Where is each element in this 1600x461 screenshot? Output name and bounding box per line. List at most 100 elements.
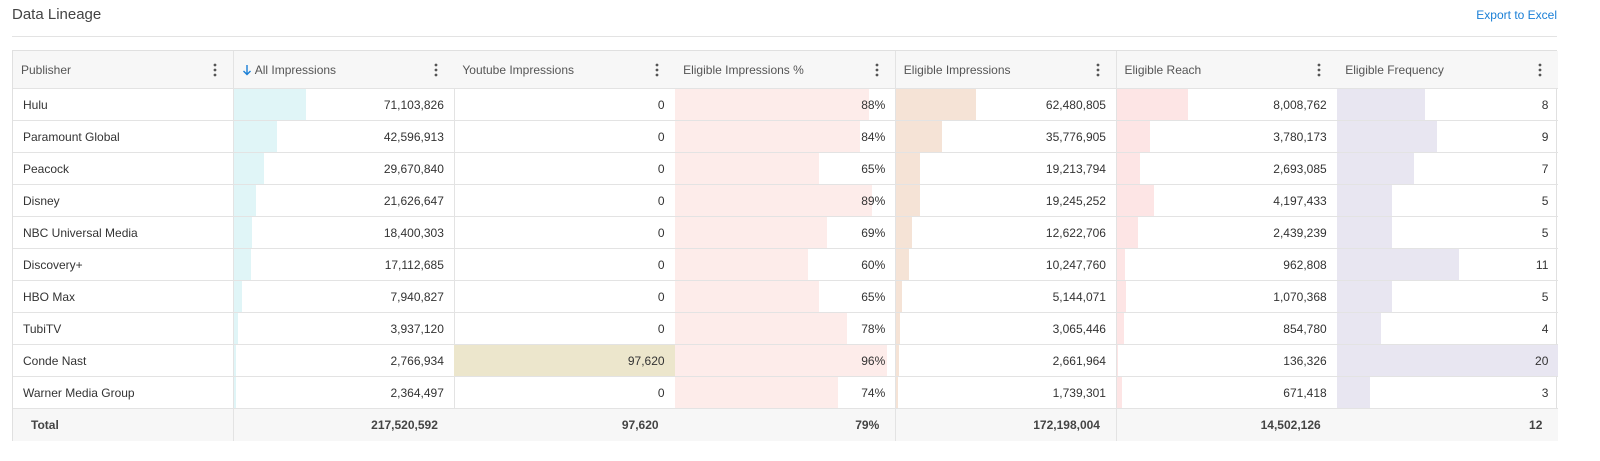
data-bar [675,281,819,312]
cell-text: 8 [1541,97,1549,112]
data-bar [233,89,306,120]
data-cell: 0 [454,185,676,217]
data-cell: 854,780 [1116,313,1338,345]
cell-text: 5,144,071 [1052,289,1106,304]
data-cell: 671,418 [1116,377,1338,409]
cell-text: 3,780,173 [1273,129,1327,144]
cell-text: Paramount Global [23,129,120,144]
cell-text: 62,480,805 [1045,97,1106,112]
cell-text: 74% [861,385,886,400]
cell-text: Disney [23,193,60,208]
data-bar [675,313,848,344]
cell-text: 88% [861,97,886,112]
column-menu[interactable] [1538,63,1542,77]
data-bar [895,281,903,312]
sort-icon[interactable] [242,64,252,76]
data-cell: 2,693,085 [1116,153,1338,185]
cell-text: 71,103,826 [383,97,444,112]
data-bar [675,89,870,120]
row-label: HBO Max [13,281,235,313]
data-bar [895,249,909,280]
column-header[interactable]: Youtube Impressions [454,51,676,89]
data-bar [1116,281,1127,312]
cell-text: 5 [1541,193,1549,208]
row-label: Paramount Global [13,121,235,153]
column-header[interactable]: Publisher [13,51,235,89]
data-bar [233,345,237,376]
column-label: Eligible Impressions [903,62,1011,77]
data-cell: 0 [454,377,676,409]
cell-text: 962,808 [1283,257,1327,272]
data-cell: 4 [1337,313,1559,345]
cell-text: 0 [657,161,665,176]
data-cell: 1,070,368 [1116,281,1338,313]
cell-text: 11 [1535,257,1549,272]
data-bar [675,217,828,248]
data-cell: 19,213,794 [895,153,1117,185]
cell-text: 2,439,239 [1273,225,1327,240]
cell-text: 3 [1541,385,1549,400]
column-label: Youtube Impressions [462,62,575,77]
data-bar [675,153,819,184]
data-bar [233,185,256,216]
cell-text: 65% [861,289,886,304]
data-cell: 71,103,826 [233,89,455,121]
data-cell: 8 [1337,89,1559,121]
data-bar [1116,89,1188,120]
row-label: TubiTV [13,313,235,345]
column-label: Eligible Reach [1124,62,1202,77]
cell-text: 5 [1541,225,1549,240]
data-bar [1116,377,1123,408]
column-header[interactable]: Eligible Impressions [895,51,1117,89]
cell-text: 2,364,497 [390,385,444,400]
data-cell: 0 [454,89,676,121]
column-menu[interactable] [655,63,659,77]
column-header[interactable]: All Impressions [233,51,455,89]
data-bar [233,281,242,312]
cell-text: 8,008,762 [1273,97,1327,112]
cell-text: 60% [861,257,886,272]
cell-text: 0 [657,129,665,144]
total-cell: 217,520,592 [233,409,455,441]
cell-text: 19,245,252 [1045,193,1106,208]
cell-text: 1,739,301 [1052,385,1106,400]
column-menu[interactable] [1317,63,1321,77]
column-menu[interactable] [213,63,217,77]
data-bar [1116,121,1151,152]
data-bar [895,89,976,120]
data-bar [233,121,277,152]
cell-text: Discovery+ [23,257,83,272]
cell-text: 29,670,840 [383,161,444,176]
cell-text: 65% [861,161,886,176]
data-bar [895,313,900,344]
cell-text: 3,937,120 [390,321,444,336]
cell-text: 97,620 [627,353,665,368]
data-cell: 0 [454,313,676,345]
cell-text: 10,247,760 [1045,257,1106,272]
cell-text: 2,661,964 [1052,353,1106,368]
cell-text: Conde Nast [23,353,87,368]
row-label: Peacock [13,153,235,185]
data-cell: 0 [454,153,676,185]
data-bar [1337,249,1459,280]
data-cell: 29,670,840 [233,153,455,185]
column-menu[interactable] [875,63,879,77]
data-cell: 11 [1337,249,1559,281]
data-cell: 20 [1337,345,1559,377]
column-header[interactable]: Eligible Frequency [1337,51,1559,89]
cell-text: 19,213,794 [1045,161,1106,176]
column-header[interactable]: Eligible Reach [1116,51,1338,89]
column-header[interactable]: Eligible Impressions % [675,51,897,89]
column-menu[interactable] [1096,63,1100,77]
column-menu[interactable] [434,63,438,77]
export-link[interactable]: Export to Excel [1476,8,1557,22]
data-cell: 7 [1337,153,1559,185]
cell-text: 21,626,647 [383,193,444,208]
data-bar [1116,249,1126,280]
cell-text: 0 [657,193,665,208]
data-bar [675,121,861,152]
total-text: 79% [855,418,880,432]
total-cell: 14,502,126 [1116,409,1338,441]
cell-text: 854,780 [1283,321,1327,336]
